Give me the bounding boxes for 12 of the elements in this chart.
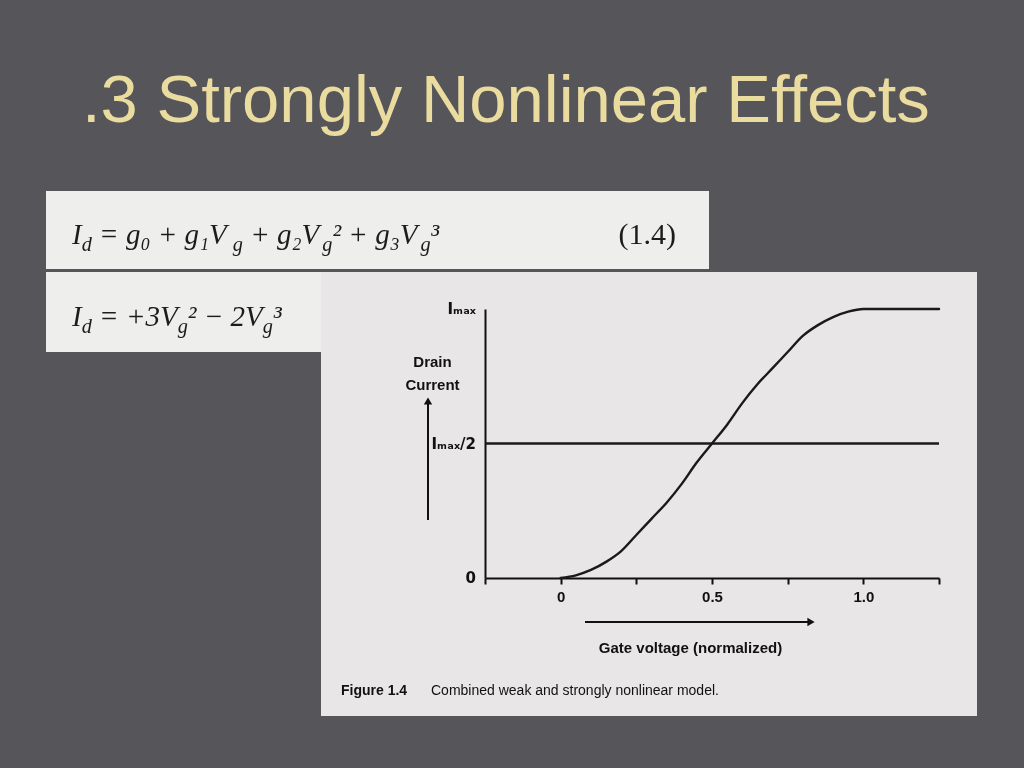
x-tick-label: 0: [556, 587, 566, 605]
text: Combined weak and strongly nonlinear model.: [431, 682, 719, 698]
x-tick-label: 0.5: [702, 587, 723, 605]
text: Iₘₐₓ: [447, 300, 477, 318]
text: 0: [465, 569, 476, 587]
x-tick-label: 1.0: [853, 587, 875, 605]
y-axis-title: Drain Current: [405, 352, 460, 393]
chart-title: .3 Strongly Nonlinear Effects: [82, 61, 930, 136]
x-axis-title: Gate voltage (normalized): [598, 638, 783, 656]
text: (1.4): [618, 217, 676, 251]
ref-line-label: Iₘₐₓ/2: [431, 434, 476, 453]
caption: Figure 1.4: [341, 682, 408, 698]
